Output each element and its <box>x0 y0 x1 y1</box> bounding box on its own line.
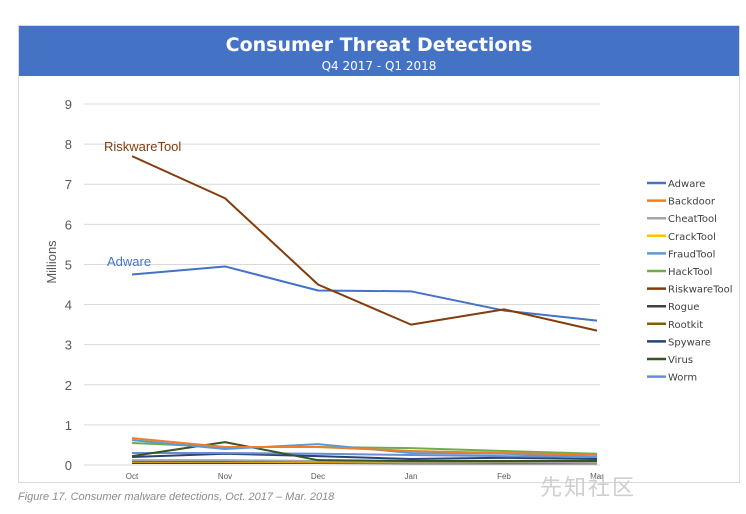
series-line-backdoor <box>131 437 598 456</box>
chart-banner: Consumer Threat Detections Q4 2017 - Q1 … <box>19 26 739 76</box>
x-tick-label: Mar <box>590 472 604 481</box>
series-line-adware <box>131 265 598 322</box>
y-tick-label: 9 <box>65 97 72 112</box>
y-tick-label: 1 <box>65 418 72 433</box>
y-tick-label: 6 <box>65 217 72 232</box>
legend-label-fraudtool: FraudTool <box>668 249 715 260</box>
x-tick-label: Jan <box>405 472 418 481</box>
chart-frame: Consumer Threat Detections Q4 2017 - Q1 … <box>18 25 740 483</box>
annotation-adware: Adware <box>107 254 151 269</box>
annotation-riskwaretool: RiskwareTool <box>104 139 181 154</box>
legend-label-riskwaretool: RiskwareTool <box>668 285 733 296</box>
legend-label-cracktool: CrackTool <box>668 232 716 243</box>
x-tick-label: Feb <box>497 472 511 481</box>
x-tick-label: Nov <box>218 472 232 481</box>
y-axis-label: Millions <box>44 240 59 284</box>
line-chart: 0 1 2 3 4 5 6 7 8 9 Millions Oct Nov Dec Jan Feb Mar Risk… <box>44 97 733 481</box>
y-tick-label: 2 <box>65 378 72 393</box>
series-line-riskwaretool <box>131 155 598 332</box>
watermark: 先知社区 <box>540 476 637 501</box>
legend-label-virus: Virus <box>668 355 693 366</box>
y-tick-label: 4 <box>65 298 72 313</box>
y-tick-label: 0 <box>65 458 72 473</box>
y-tick-label: 3 <box>65 338 72 353</box>
chart-subtitle: Q4 2017 - Q1 2018 <box>321 59 437 73</box>
legend-label-adware: Adware <box>668 179 705 190</box>
y-tick-label: 5 <box>65 257 72 272</box>
legend-label-hacktool: HackTool <box>668 267 712 278</box>
x-tick-label: Dec <box>311 472 325 481</box>
legend-label-spyware: Spyware <box>668 337 711 348</box>
legend-label-cheattool: CheatTool <box>668 214 717 225</box>
figure-caption: Figure 17. Consumer malware detections, … <box>18 491 335 503</box>
legend-label-backdoor: Backdoor <box>668 197 716 208</box>
x-tick-label: Oct <box>126 472 139 481</box>
legend-label-rootkit: Rootkit <box>668 320 703 331</box>
legend-label-worm: Worm <box>668 373 697 384</box>
legend-label-rogue: Rogue <box>668 302 699 313</box>
y-tick-label: 7 <box>65 177 72 192</box>
series-line-worm <box>132 451 598 458</box>
chart-title: Consumer Threat Detections <box>225 34 533 56</box>
series-line-spyware <box>131 452 598 460</box>
y-tick-label: 8 <box>65 137 72 152</box>
